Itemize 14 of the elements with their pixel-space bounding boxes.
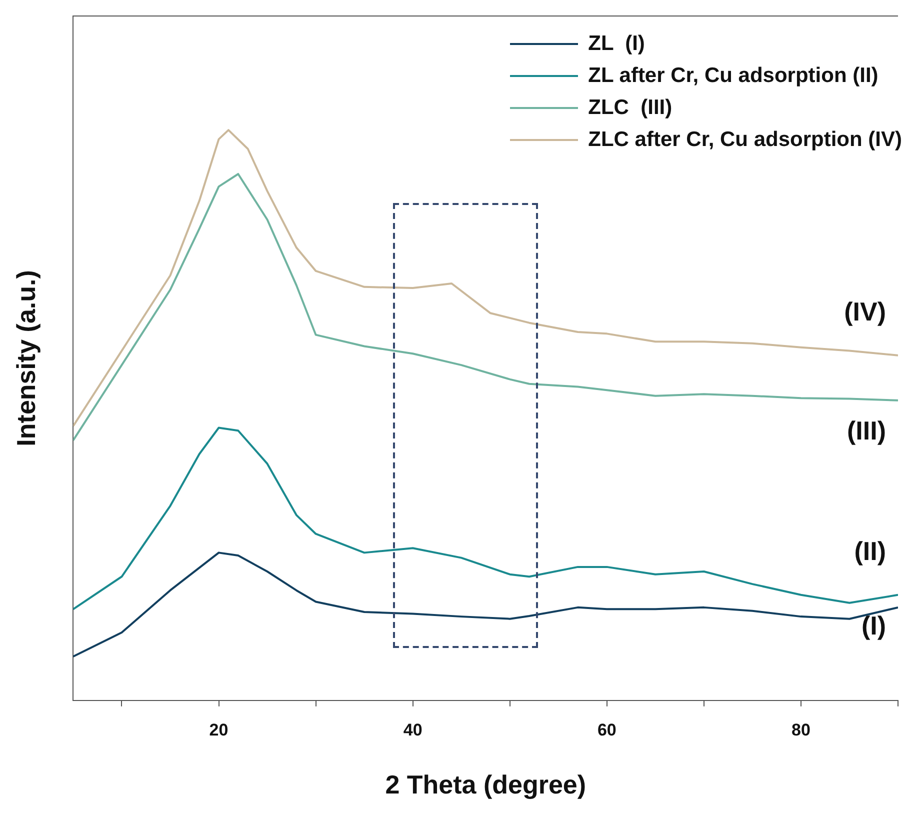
y-axis-title: Intensity (a.u.) [10, 270, 41, 446]
x-tick-label: 40 [403, 720, 422, 740]
annotation: (II) [854, 536, 886, 566]
x-tick-label: 20 [209, 720, 228, 740]
legend-label: ZLC (III) [588, 96, 672, 120]
annotation: (IV) [844, 296, 886, 327]
legend-label: ZL after Cr, Cu adsorption (II) [588, 64, 878, 88]
annotation: (III) [847, 416, 886, 446]
legend-label: ZLC after Cr, Cu adsorption (IV) [588, 128, 902, 152]
legend-label: ZL (I) [588, 32, 645, 56]
x-axis-title: 2 Theta (degree) [385, 770, 586, 800]
x-tick-label: 60 [597, 720, 616, 740]
annotation: (I) [861, 610, 886, 641]
x-tick-label: 80 [792, 720, 810, 740]
